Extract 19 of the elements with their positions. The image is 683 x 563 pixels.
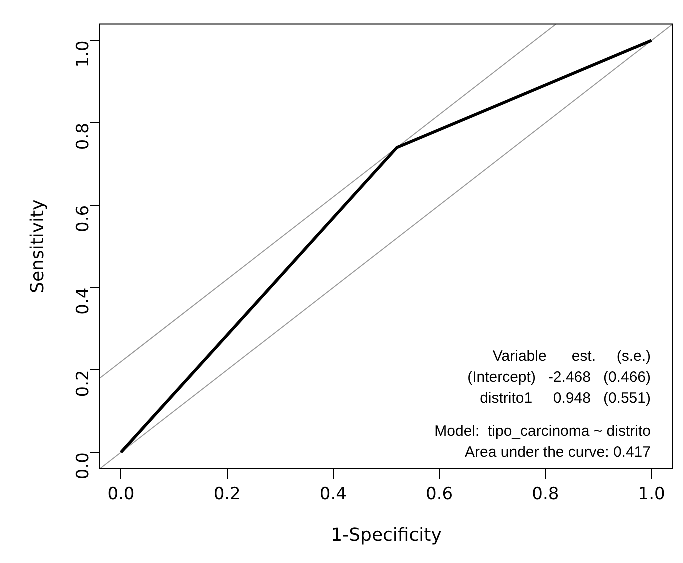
annotation: Variable est. (s.e.) <box>492 348 652 365</box>
x-tick-label: 0.4 <box>320 484 347 505</box>
y-tick-label: 1.0 <box>73 40 94 68</box>
y-tick-label: 0.2 <box>73 370 94 398</box>
y-tick-label: 0.8 <box>73 123 94 150</box>
x-tick-label: 0.8 <box>532 484 560 505</box>
y-tick-label: 0.0 <box>73 452 94 480</box>
y-tick-label: 0.4 <box>73 288 94 315</box>
annotation: (Intercept) -2.468 (0.466) <box>468 369 652 386</box>
y-axis-title: Sensitivity <box>27 199 48 294</box>
annotation: Model: tipo_carcinoma ~ distrito <box>434 423 651 440</box>
x-tick-label: 0.6 <box>426 484 454 505</box>
x-tick-label: 0.2 <box>214 484 241 505</box>
x-tick-label: 0.0 <box>108 484 135 505</box>
x-tick-label: 1.0 <box>638 484 666 505</box>
x-axis-title: 1-Specificity <box>331 524 442 546</box>
y-tick-label: 0.6 <box>73 205 94 232</box>
annotation: Area under the curve: 0.417 <box>465 444 651 461</box>
annotation: distrito1 0.948 (0.551) <box>480 390 651 407</box>
